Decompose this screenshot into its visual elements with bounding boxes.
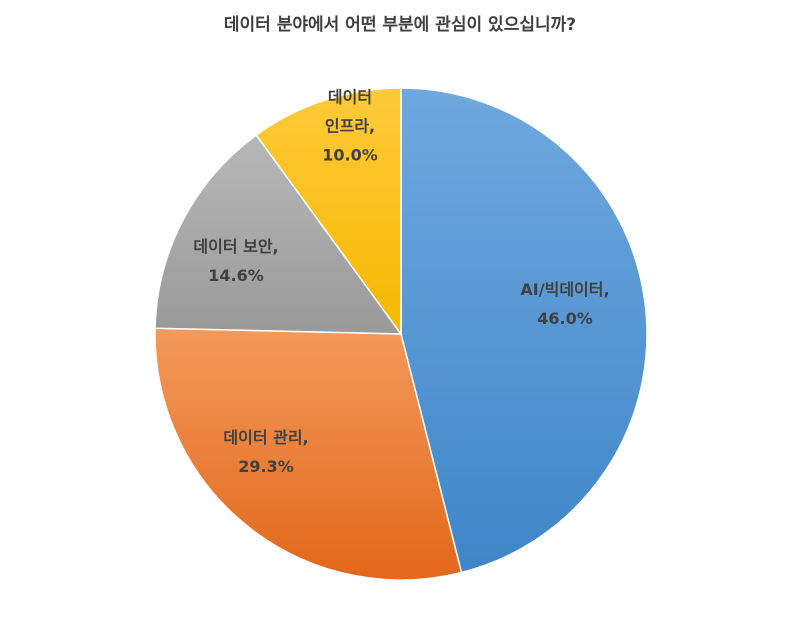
slice-name-label: 인프라, — [325, 117, 375, 136]
slice-name-label: 데이터 관리, — [223, 428, 308, 447]
pie-labels: AI/빅데이터, 46.0%데이터 관리, 29.3%데이터 보안, 14.6%데이터… — [193, 88, 609, 477]
pie-slice — [154, 327, 463, 581]
slice-name-label: 데이터 — [328, 88, 372, 107]
slice-label: 데이터 관리, 29.3% — [223, 428, 308, 476]
pie-slices — [154, 87, 648, 581]
slice-value-label: 46.0% — [537, 309, 593, 328]
slice-value-label: 14.6% — [208, 266, 264, 285]
pie-slice — [255, 87, 402, 337]
pie-slice — [154, 134, 403, 335]
slice-label: AI/빅데이터, 46.0% — [520, 280, 609, 328]
slice-value-label: 29.3% — [238, 457, 294, 476]
slice-name-label: AI/빅데이터, — [520, 280, 609, 299]
slice-label: 데이터 보안, 14.6% — [193, 237, 278, 285]
slice-name-label: 데이터 보안, — [193, 237, 278, 256]
pie-slice — [400, 87, 648, 574]
slice-value-label: 10.0% — [322, 146, 378, 165]
chart-title: 데이터 분야에서 어떤 부분에 관심이 있으십니까? — [223, 15, 577, 35]
